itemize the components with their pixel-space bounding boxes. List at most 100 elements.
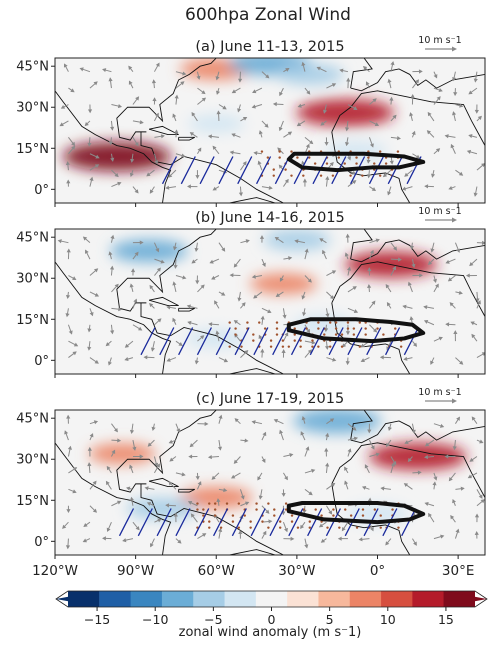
- significance-dot: [332, 514, 335, 517]
- significance-dot: [225, 502, 229, 505]
- wind-vector-head: [82, 236, 88, 241]
- wind-vector-head: [411, 429, 416, 434]
- wind-vector-head: [471, 416, 476, 421]
- wind-vector-head: [251, 420, 256, 425]
- wind-vector-head: [258, 130, 263, 135]
- significance-dot: [296, 526, 300, 529]
- x-tick-label: 30°E: [442, 563, 474, 579]
- panel-title: (b) June 14-16, 2015: [195, 210, 345, 226]
- colorbar-outline: [55, 590, 488, 608]
- wind-vector-head: [479, 439, 484, 444]
- wind-vector-head: [151, 79, 157, 84]
- significance-dot: [252, 333, 255, 336]
- coastline: [350, 410, 485, 444]
- wind-vector-head: [72, 351, 77, 356]
- wind-vector-head: [449, 302, 454, 307]
- wind-vector-head: [204, 421, 209, 426]
- wind-vector-head: [200, 335, 205, 340]
- wind-vector-head: [134, 251, 139, 256]
- wind-vector-head: [435, 283, 439, 288]
- wind-vector-head: [352, 426, 357, 431]
- significance-dot: [293, 333, 296, 336]
- wind-vector-head: [424, 184, 429, 189]
- wind-vector-head: [195, 476, 200, 481]
- significance-dot: [396, 150, 400, 153]
- x-tick-label: 60°W: [198, 563, 235, 579]
- significance-dot: [281, 345, 285, 348]
- wind-vector-head: [410, 93, 415, 98]
- significance-dot: [373, 162, 376, 165]
- colorbar-label: zonal wind anomaly (m s⁻1): [179, 625, 362, 640]
- wind-vector-head: [68, 330, 73, 335]
- significance-dot: [384, 162, 388, 165]
- wind-vector-head: [95, 154, 100, 159]
- wind-vector-head: [233, 320, 239, 324]
- wind-vector-head: [237, 297, 242, 302]
- wind-vector-head: [380, 486, 385, 491]
- colorbar-extend-high: [443, 591, 487, 607]
- wind-vector-head: [345, 361, 350, 366]
- wind-vector-head: [305, 446, 310, 451]
- wind-vector-head: [289, 453, 294, 458]
- coastline: [178, 488, 195, 493]
- wind-vector-head: [65, 313, 70, 318]
- wind-vector-head: [339, 68, 344, 73]
- wind-vector-head: [102, 68, 107, 73]
- wind-vector-head: [396, 136, 401, 141]
- anomaly-region: [249, 273, 318, 295]
- wind-vector-head: [129, 429, 135, 434]
- significance-dot: [346, 321, 350, 324]
- wind-vector-head: [404, 172, 409, 177]
- wind-vector-head: [480, 499, 485, 504]
- colorbar-tick-label: 15: [438, 612, 454, 627]
- significance-dot: [329, 345, 332, 348]
- wind-vector-head: [259, 235, 265, 239]
- anomaly-region: [296, 99, 395, 127]
- wind-vector-head: [466, 149, 472, 154]
- wind-vector-head: [458, 290, 463, 295]
- hatch-line: [368, 156, 385, 185]
- wind-vector-head: [371, 300, 376, 305]
- wind-vector-head: [92, 508, 98, 513]
- significance-dot: [331, 174, 335, 177]
- wind-vector-head: [92, 480, 97, 485]
- wind-vector-head: [65, 294, 71, 300]
- wind-vector-head: [178, 342, 183, 346]
- significance-dot: [240, 345, 243, 348]
- wind-vector-head: [423, 319, 429, 324]
- wind-vector-head: [468, 134, 473, 139]
- significance-dot: [329, 321, 332, 324]
- significance-dot: [196, 508, 199, 511]
- wind-vector-head: [470, 321, 475, 326]
- wind-vector-head: [257, 160, 262, 165]
- wind-vector-head: [260, 348, 265, 353]
- wind-vector-head: [469, 262, 474, 267]
- wind-vector-head: [172, 317, 177, 322]
- wind-vector-head: [272, 102, 277, 107]
- wind-vector-head: [392, 114, 397, 119]
- wind-vector-head: [189, 443, 194, 448]
- wind-vector-head: [331, 270, 337, 275]
- wind-vector-head: [230, 474, 236, 479]
- wind-vector-head: [385, 284, 390, 289]
- significance-dot: [284, 168, 287, 171]
- wind-vector-head: [344, 252, 349, 257]
- wind-vector-head: [273, 419, 279, 423]
- hatch-line: [212, 508, 229, 537]
- wind-vector-head: [324, 141, 329, 146]
- colorbar-tick-label: 5: [326, 612, 334, 627]
- x-tick-label: 0°: [370, 563, 385, 579]
- y-tick-label: 30°N: [16, 453, 49, 468]
- wind-vector-head: [89, 311, 94, 317]
- wind-vector-head: [102, 536, 106, 541]
- wind-vector-head: [257, 476, 262, 481]
- significance-dot: [361, 174, 364, 177]
- wind-vector-head: [304, 544, 309, 549]
- significance-dot: [278, 150, 281, 153]
- wind-vector-head: [223, 488, 228, 493]
- wind-vector-head: [440, 534, 445, 539]
- wind-vector-head: [419, 273, 423, 278]
- wind-vector-head: [110, 157, 115, 162]
- hatch-line: [137, 508, 153, 537]
- hatch-line: [156, 508, 172, 537]
